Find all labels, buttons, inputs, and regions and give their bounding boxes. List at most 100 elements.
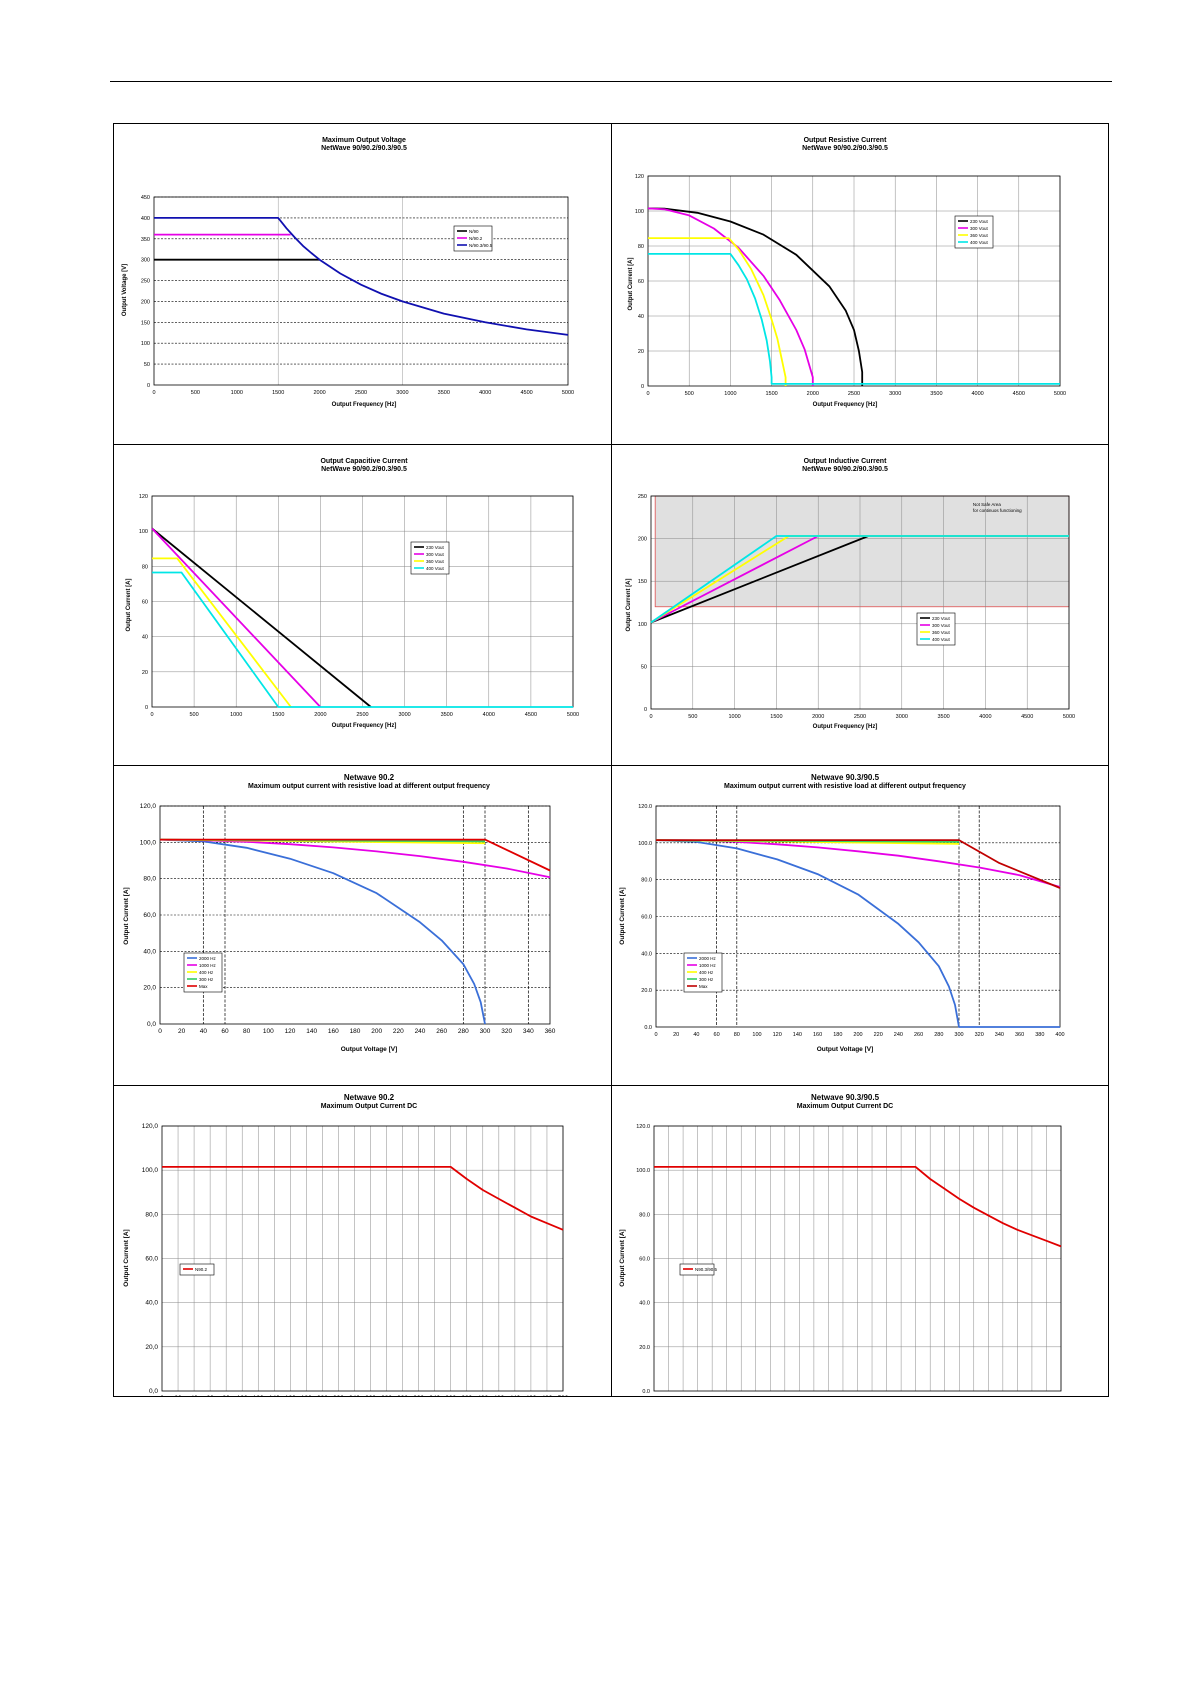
y-tick-label: 20,0 (143, 985, 156, 992)
y-axis-label: Output Current [A] (619, 887, 626, 944)
y-tick-label: 40,0 (145, 1300, 158, 1307)
y-tick-label: 80 (638, 244, 644, 250)
y-tick-label: 120 (139, 494, 148, 500)
y-tick-label: 50 (144, 362, 150, 368)
x-tick-label: 320 (501, 1028, 512, 1035)
series-line-4 (656, 839, 1061, 889)
y-tick-label: 40.0 (639, 1301, 650, 1307)
series-line-0 (654, 1166, 1062, 1248)
chart-title: Netwave 90.2 (344, 773, 395, 782)
x-tick-label: 220 (393, 1028, 404, 1035)
x-tick-label: 260 (436, 1028, 447, 1035)
x-tick-label: 0 (646, 391, 649, 397)
x-tick-label: 3000 (889, 391, 901, 397)
plot-area (161, 1125, 564, 1392)
y-tick-label: 100 (635, 209, 644, 215)
x-tick-label: 1500 (272, 712, 284, 718)
legend-box (679, 1263, 715, 1276)
x-tick-label: 220 (333, 1395, 344, 1396)
x-tick-label: 1500 (272, 390, 284, 396)
x-tick-label: 0 (654, 1032, 657, 1038)
x-tick-label: 60 (714, 1032, 720, 1038)
x-tick-label: 3500 (930, 391, 942, 397)
x-tick-label: 400 (1055, 1032, 1064, 1038)
series-line-4 (160, 838, 551, 872)
y-tick-label: 400 (141, 216, 150, 222)
plot-area (653, 1125, 1062, 1392)
legend-label: Max (199, 984, 208, 989)
x-tick-label: 80 (223, 1395, 231, 1396)
grid-divider-row-2 (114, 765, 1108, 766)
legend-label: N90.2 (195, 1267, 208, 1272)
x-tick-label: 300 (954, 1032, 963, 1038)
legend-label: N/90.3/90.5 (469, 243, 493, 248)
y-tick-label: 80,0 (143, 876, 156, 883)
x-tick-label: 180 (833, 1032, 842, 1038)
legend-label: N/90 (469, 229, 479, 234)
y-tick-label: 120.0 (638, 804, 652, 810)
legend-label: 230 Vout (970, 219, 989, 224)
series-line-2 (154, 217, 569, 336)
x-tick-label: 320 (975, 1032, 984, 1038)
x-tick-label: 4500 (1021, 714, 1033, 720)
x-tick-label: 2500 (355, 390, 367, 396)
y-tick-label: 100 (638, 622, 647, 628)
x-tick-label: 40 (693, 1032, 699, 1038)
legend-label: N/90.2 (469, 236, 483, 241)
x-tick-label: 4500 (520, 390, 532, 396)
legend-label: 2000 Hz (199, 956, 217, 961)
legend-box (179, 1263, 215, 1276)
x-tick-label: 120 (285, 1028, 296, 1035)
y-tick-label: 0,0 (149, 1388, 158, 1395)
x-tick-label: 2000 (807, 391, 819, 397)
y-tick-label: 120,0 (140, 803, 157, 810)
x-tick-label: 2500 (848, 391, 860, 397)
legend-label: 360 Vout (932, 630, 951, 635)
y-tick-label: 60.0 (639, 1257, 650, 1263)
chart-output-resistive-current: Output Resistive Current NetWave 90/90.2/… (612, 124, 1108, 444)
x-axis-label: Output Voltage [V] (817, 1046, 874, 1053)
x-tick-label: 240 (894, 1032, 903, 1038)
x-tick-label: 400 (477, 1395, 488, 1396)
x-tick-label: 20 (673, 1032, 679, 1038)
x-tick-label: 500 (688, 714, 697, 720)
x-tick-label: 300 (480, 1028, 491, 1035)
x-tick-label: 4500 (1013, 391, 1025, 397)
x-tick-label: 40 (190, 1395, 198, 1396)
y-tick-label: 60 (142, 600, 148, 606)
y-tick-label: 20 (142, 670, 148, 676)
chart-subtitle: NetWave 90/90.2/90.3/90.5 (321, 145, 407, 152)
chart-title: Netwave 90.3/90.5 (811, 773, 880, 782)
y-axis-label: Output Current [A] (123, 1229, 130, 1286)
legend-label: 300 Vout (932, 623, 951, 628)
legend-label: 230 Vout (932, 616, 951, 621)
legend-label: 400 Vout (426, 566, 445, 571)
legend-label: 300 Vout (970, 226, 989, 231)
x-tick-label: 360 (1015, 1032, 1024, 1038)
y-tick-label: 250 (638, 494, 647, 500)
legend-label: 1000 Hz (699, 963, 717, 968)
y-tick-label: 100 (139, 529, 148, 535)
legend-label: 400 Vout (970, 240, 989, 245)
series-line-2 (152, 557, 292, 708)
chart-title: Output Inductive Current (804, 458, 888, 465)
legend-label: 400 Hz (699, 970, 714, 975)
x-tick-label: 180 (301, 1395, 312, 1396)
x-tick-label: 5000 (1054, 391, 1066, 397)
y-tick-label: 40,0 (143, 948, 156, 955)
y-axis-label: Output Current [A] (619, 1229, 626, 1286)
series-line-2 (648, 237, 787, 386)
y-tick-label: 60,0 (143, 912, 156, 919)
x-tick-label: 340 (429, 1395, 440, 1396)
x-tick-label: 120 (773, 1032, 782, 1038)
legend-label: N90.3/90.5 (695, 1267, 718, 1272)
x-tick-label: 1000 (724, 391, 736, 397)
y-tick-label: 120,0 (142, 1123, 159, 1130)
plot-area (650, 495, 1070, 710)
y-tick-label: 150 (141, 320, 150, 326)
x-tick-label: 5000 (567, 712, 579, 718)
